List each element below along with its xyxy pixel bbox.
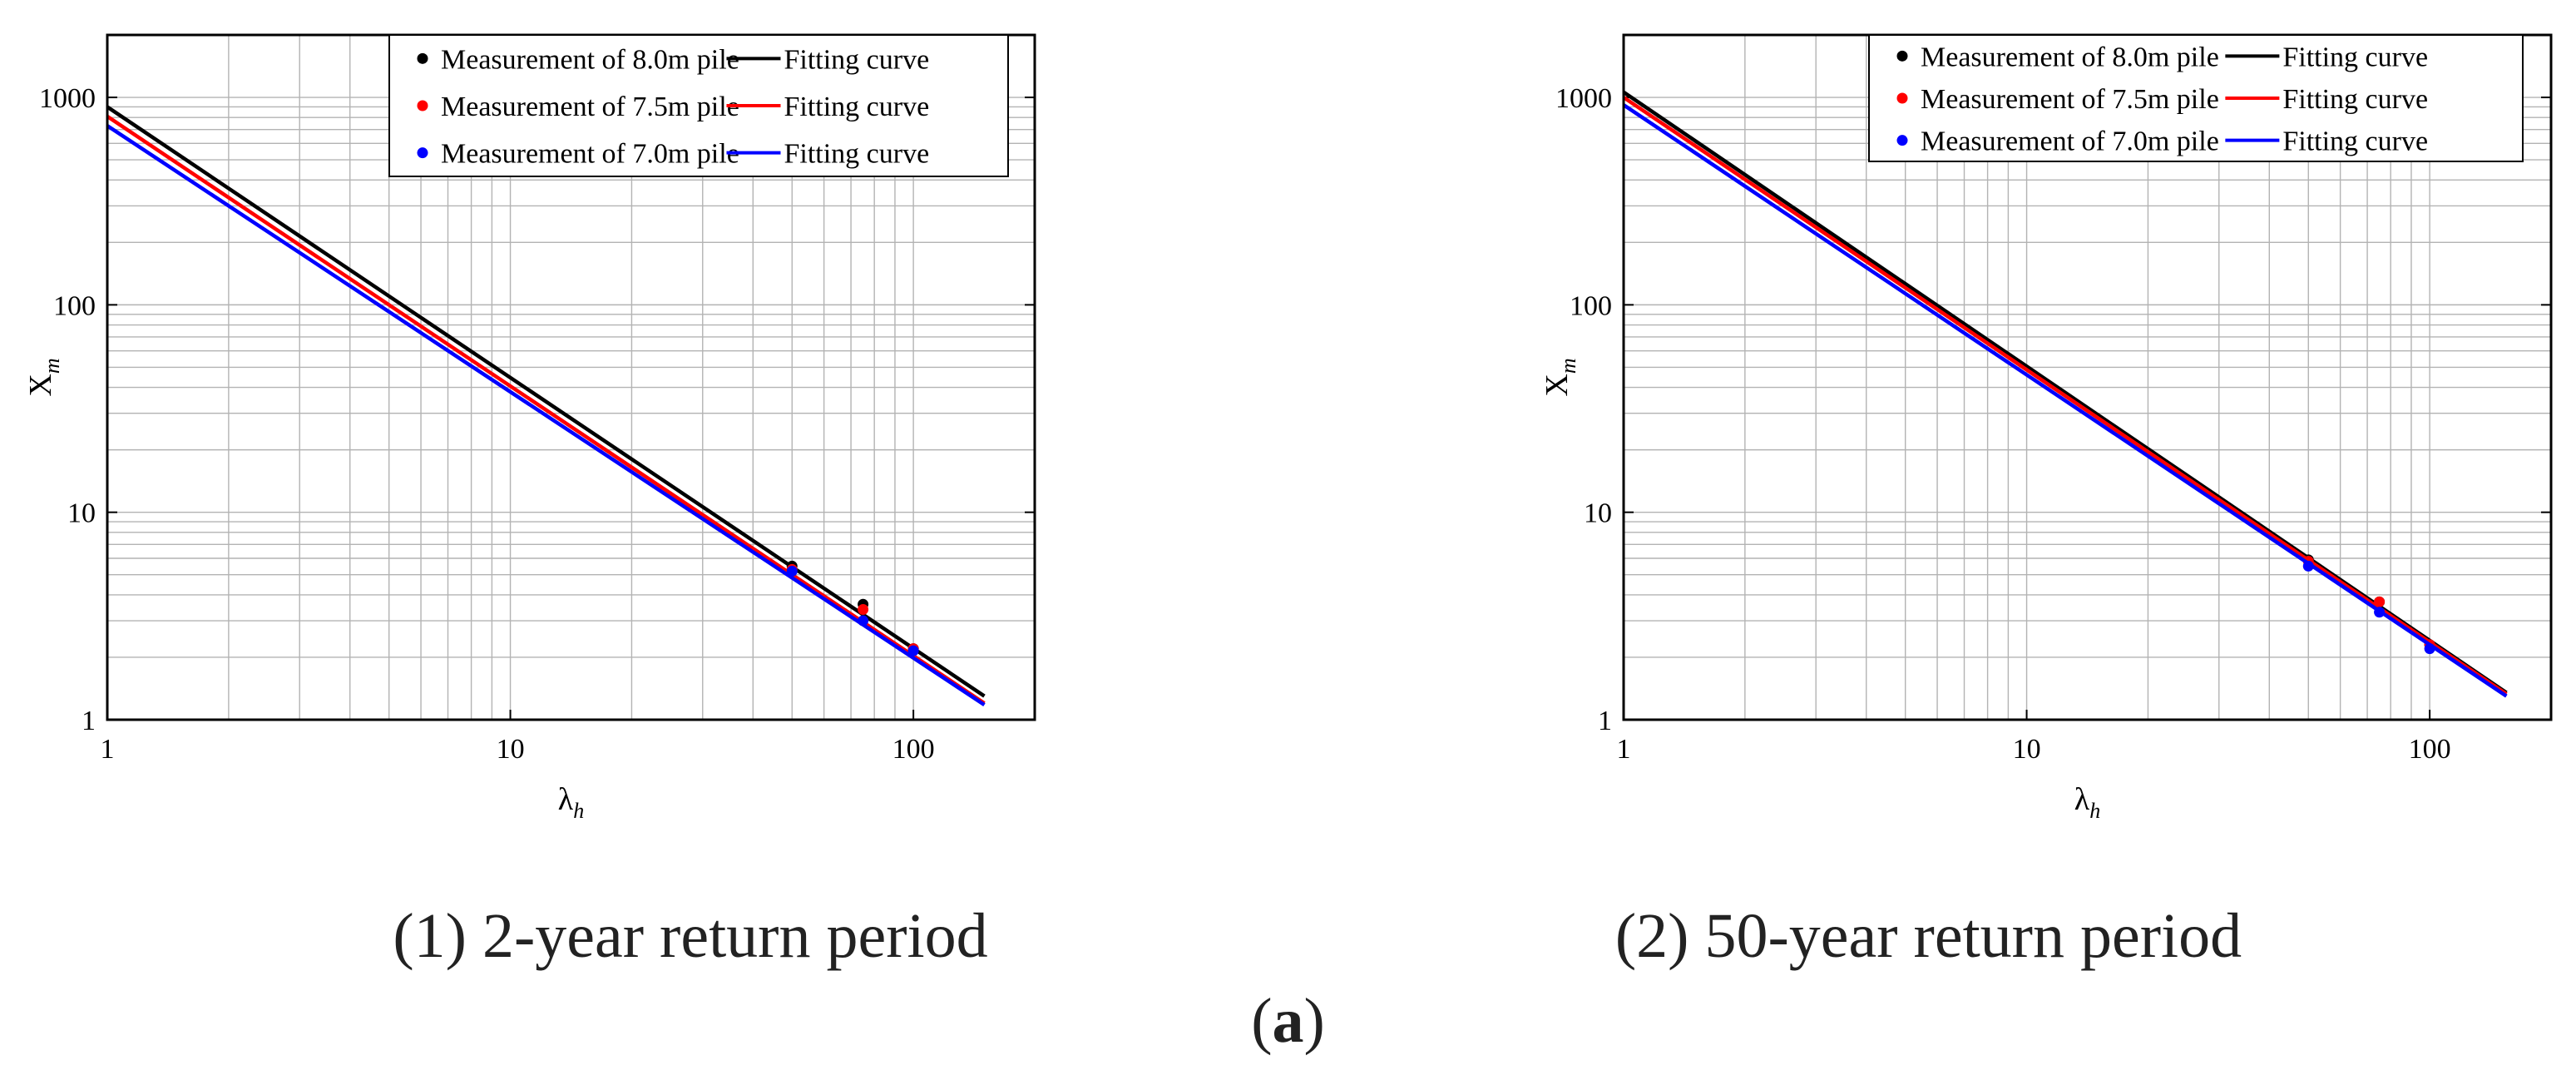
x-tick-label: 1 — [1617, 734, 1631, 765]
x-tick-label: 100 — [892, 734, 935, 765]
legend-measurement-label: Measurement of 8.0m pile — [1921, 42, 2219, 72]
y-tick-label: 100 — [53, 290, 96, 321]
series-1 — [106, 105, 986, 698]
legend-measurement-label: Measurement of 7.0m pile — [441, 139, 739, 170]
chart-2: 1 10 100 1 10 100 1000 Measurement of 8.0m pile… — [1540, 33, 2553, 823]
series-3 — [106, 124, 986, 706]
legend-fitting-label: Fitting curve — [2282, 84, 2428, 115]
fitting-curve-line — [106, 124, 986, 706]
x-tick-label: 10 — [2013, 734, 2041, 765]
measurement-point — [858, 603, 869, 615]
fitting-curve-line — [1622, 96, 2508, 696]
legend-marker — [417, 100, 428, 111]
legend-fitting-label: Fitting curve — [784, 44, 929, 75]
y-tick-label: 10 — [1584, 498, 1612, 529]
legend-fitting-label: Fitting curve — [784, 139, 929, 170]
measurement-point — [2302, 560, 2314, 572]
y-tick-label: 1 — [82, 706, 96, 736]
legend: Measurement of 8.0m pile Fitting curve Mea… — [388, 34, 1009, 177]
y-tick-label: 1000 — [1555, 83, 1612, 114]
ticks: 1 10 100 1 10 100 1000 — [1555, 35, 2551, 765]
measurement-point — [2374, 607, 2386, 618]
measurement-point — [858, 615, 869, 627]
y-tick-label: 1000 — [39, 83, 96, 114]
series-2 — [1622, 96, 2508, 696]
x-axis-label: λh — [2074, 782, 2100, 823]
legend-marker — [1896, 50, 1908, 62]
figure-caption: (a) — [1251, 986, 1325, 1056]
fitting-curve-line — [1622, 103, 2508, 698]
figure-label: a — [1272, 986, 1304, 1056]
legend-fitting-label: Fitting curve — [2282, 126, 2428, 157]
legend-box — [1868, 34, 2524, 162]
legend-marker — [417, 52, 428, 64]
y-tick-label: 100 — [1570, 290, 1612, 321]
legend-marker — [417, 147, 428, 159]
measurement-point — [2424, 643, 2435, 655]
y-tick-label: 1 — [1598, 706, 1612, 736]
y-axis-label: Xm — [23, 358, 64, 396]
legend-measurement-label: Measurement of 7.5m pile — [1921, 84, 2219, 115]
caption-50-year: (2) 50-year return period — [1614, 901, 2242, 971]
y-axis-label: Xm — [1540, 358, 1580, 396]
x-tick-label: 10 — [497, 734, 525, 765]
legend-box — [388, 34, 1009, 177]
legend-marker — [1896, 135, 1908, 146]
measurement-point — [786, 565, 798, 577]
x-tick-label: 100 — [2409, 734, 2451, 765]
legend-measurement-label: Measurement of 8.0m pile — [441, 44, 739, 75]
legend-measurement-label: Measurement of 7.0m pile — [1921, 126, 2219, 157]
chart-1: 1 10 100 1 10 100 1000 Measurement of 8.0m pile… — [23, 33, 1036, 823]
legend-fitting-label: Fitting curve — [2282, 42, 2428, 72]
legend-marker — [1896, 92, 1908, 104]
series-2 — [106, 114, 986, 706]
measurement-point — [907, 645, 919, 656]
legend-fitting-label: Fitting curve — [784, 92, 929, 122]
legend-measurement-label: Measurement of 7.5m pile — [441, 92, 739, 122]
y-tick-label: 10 — [67, 498, 96, 529]
fitting-curve-line — [106, 105, 986, 698]
legend: Measurement of 8.0m pile Fitting curve Mea… — [1868, 34, 2524, 162]
fitting-curve-line — [106, 114, 986, 706]
series-3 — [1622, 103, 2508, 698]
caption-2-year: (1) 2-year return period — [393, 901, 988, 971]
measurement-point — [2374, 596, 2386, 607]
x-tick-label: 1 — [101, 734, 115, 765]
ticks: 1 10 100 1 10 100 1000 — [39, 35, 1035, 765]
x-axis-label: λh — [558, 782, 584, 823]
